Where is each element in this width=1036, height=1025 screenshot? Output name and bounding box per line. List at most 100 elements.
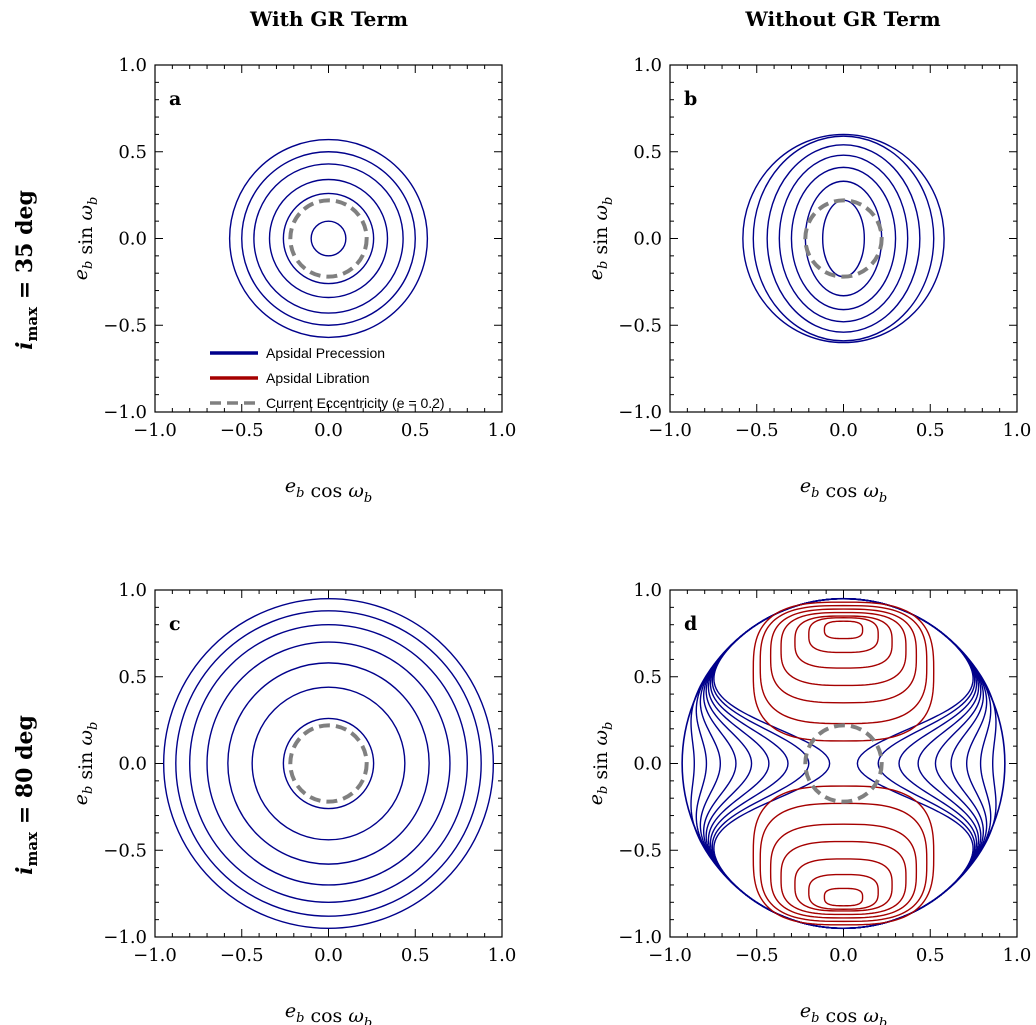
row-title-bottom-symbol: i bbox=[12, 866, 38, 874]
precession-curve-d-left-7 bbox=[695, 597, 844, 930]
panel-label-d: d bbox=[684, 613, 697, 635]
libration-curve-d-top-1 bbox=[808, 617, 879, 654]
panels: −1.0−1.0−0.5−0.50.00.00.50.51.01.0eb cos… bbox=[70, 55, 1031, 1025]
xtick-label-d-0: −1.0 bbox=[648, 945, 692, 966]
svg-text:eb sin ωb: eb sin ωb bbox=[70, 722, 101, 806]
precession-curve-d-right-5 bbox=[843, 597, 985, 930]
ytick-label-d-0: −1.0 bbox=[618, 927, 662, 948]
xtick-label-d-3: 0.5 bbox=[916, 945, 945, 966]
ytick-label-a-2: 0.0 bbox=[118, 229, 147, 250]
panel-a: −1.0−1.0 −0.5 −0.5 0.0 0.0 0.5 0.5 1.0 1.0 eb cos… bbox=[70, 55, 516, 506]
precession-curve-d-left-6 bbox=[699, 597, 844, 930]
xtick-label-a-4: 1.0 bbox=[488, 420, 517, 441]
ytick-label-b-0: −1.0 bbox=[618, 402, 662, 423]
precession-curve-b-3 bbox=[778, 154, 909, 323]
libration-curve-d-top-6 bbox=[752, 601, 935, 742]
ylabel-a: eb sin ωb bbox=[70, 197, 101, 281]
precession-curve-c-4 bbox=[188, 624, 469, 904]
libration-curve-d-bottom-4 bbox=[769, 823, 918, 919]
ytick-label-c-0: −1.0 bbox=[103, 927, 147, 948]
precession-curve-a-4 bbox=[241, 151, 416, 326]
libration-curve-d-top-4 bbox=[769, 608, 918, 704]
libration-curve-d-bottom-5 bbox=[759, 802, 928, 923]
svg-text:eb sin ωb: eb sin ωb bbox=[585, 197, 616, 281]
legend-label-1: Apsidal Libration bbox=[266, 370, 370, 386]
ytick-label-d-1: −0.5 bbox=[618, 840, 662, 861]
legend: Apsidal Precession Apsidal Libration Curre… bbox=[210, 345, 445, 411]
ylabel-b: eb sin ωb bbox=[585, 197, 616, 281]
legend-label-0: Apsidal Precession bbox=[266, 345, 385, 361]
precession-curve-b-6 bbox=[742, 133, 945, 344]
xtick-label-c-0: −1.0 bbox=[133, 945, 177, 966]
ytick-label-d-3: 0.5 bbox=[633, 667, 662, 688]
precession-curve-c-5 bbox=[175, 610, 482, 917]
row-title-top-sub: max bbox=[23, 306, 41, 342]
plot-area-c bbox=[162, 597, 495, 930]
xtick-label-c-1: −0.5 bbox=[220, 945, 264, 966]
precession-curve-c-2 bbox=[227, 662, 430, 865]
precession-curve-c-0 bbox=[282, 717, 375, 810]
xlabel-d: eb cos ωb bbox=[800, 1000, 887, 1025]
precession-curve-c-3 bbox=[206, 641, 451, 886]
xtick-label-b-0: −1.0 bbox=[648, 420, 692, 441]
precession-curve-d-right-6 bbox=[843, 597, 988, 930]
xtick-label-c-2: 0.0 bbox=[314, 945, 343, 966]
xtick-label-d-2: 0.0 bbox=[829, 945, 858, 966]
precession-curve-a-1 bbox=[282, 192, 375, 285]
ytick-label-b-2: 0.0 bbox=[633, 229, 662, 250]
ytick-label-d-4: 1.0 bbox=[633, 580, 662, 601]
precession-curve-d-left-5 bbox=[702, 597, 844, 930]
precession-curve-d-left-0 bbox=[713, 597, 844, 930]
ytick-label-a-3: 0.5 bbox=[118, 142, 147, 163]
libration-curve-d-bottom-1 bbox=[808, 873, 879, 910]
svg-text:imax = 80 deg: imax = 80 deg bbox=[12, 715, 41, 875]
row-title-top-rest: = 35 deg bbox=[12, 190, 38, 307]
ytick-label-a-4: 1.0 bbox=[118, 55, 147, 76]
libration-curve-d-bottom-0 bbox=[823, 887, 864, 907]
precession-curve-a-5 bbox=[228, 138, 429, 339]
xtick-label-a-0: −1.0 bbox=[133, 420, 177, 441]
legend-label-2: Current Eccentricity (e = 0.2) bbox=[266, 395, 445, 411]
precession-curve-a-3 bbox=[253, 163, 404, 314]
axes-frame-b bbox=[669, 64, 1018, 413]
panel-label-a: a bbox=[169, 88, 181, 110]
libration-curve-d-top-0 bbox=[823, 620, 864, 640]
precession-curve-d-right-2 bbox=[843, 597, 978, 930]
xlabel-a: eb cos ωb bbox=[285, 475, 372, 506]
precession-curve-d-right-0 bbox=[843, 597, 974, 930]
precession-curve-b-5 bbox=[752, 135, 935, 342]
plot-area-a bbox=[228, 138, 429, 339]
precession-curve-d-right-4 bbox=[843, 597, 982, 930]
precession-curve-b-4 bbox=[766, 144, 921, 333]
column-title-with-gr: With GR Term bbox=[249, 7, 408, 31]
xtick-label-c-3: 0.5 bbox=[401, 945, 430, 966]
xlabel-c: eb cos ωb bbox=[285, 1000, 372, 1025]
ytick-label-a-1: −0.5 bbox=[103, 315, 147, 336]
xtick-label-d-4: 1.0 bbox=[1003, 945, 1032, 966]
panel-b: −1.0−1.0 −0.5 −0.5 0.0 0.0 0.5 0.5 1.0 1.0 eb cos… bbox=[585, 55, 1031, 506]
svg-text:eb sin ωb: eb sin ωb bbox=[70, 197, 101, 281]
precession-curve-c-1 bbox=[251, 686, 406, 841]
ytick-label-c-1: −0.5 bbox=[103, 840, 147, 861]
svg-text:eb sin ωb: eb sin ωb bbox=[585, 722, 616, 806]
plot-area-d bbox=[681, 597, 1006, 930]
precession-curve-d-left-1 bbox=[711, 597, 844, 930]
ytick-label-b-3: 0.5 bbox=[633, 142, 662, 163]
precession-curve-d-right-1 bbox=[843, 597, 976, 930]
precession-boundary-d bbox=[681, 597, 1006, 930]
xtick-label-a-1: −0.5 bbox=[220, 420, 264, 441]
ytick-label-c-4: 1.0 bbox=[118, 580, 147, 601]
current-eccentricity-c bbox=[288, 723, 369, 804]
xtick-label-b-2: 0.0 bbox=[829, 420, 858, 441]
row-title-bottom-sub: max bbox=[23, 831, 41, 867]
row-title-bottom-rest: = 80 deg bbox=[12, 715, 38, 832]
row-title-top: imax = 35 deg bbox=[12, 190, 41, 350]
precession-curve-d-right-8 bbox=[843, 597, 997, 930]
xtick-label-a-3: 0.5 bbox=[401, 420, 430, 441]
libration-curve-d-bottom-2 bbox=[794, 858, 893, 912]
current-eccentricity-d bbox=[803, 723, 884, 804]
row-title-top-symbol: i bbox=[12, 341, 38, 349]
ytick-label-c-2: 0.0 bbox=[118, 754, 147, 775]
libration-curve-d-top-2 bbox=[794, 615, 893, 669]
